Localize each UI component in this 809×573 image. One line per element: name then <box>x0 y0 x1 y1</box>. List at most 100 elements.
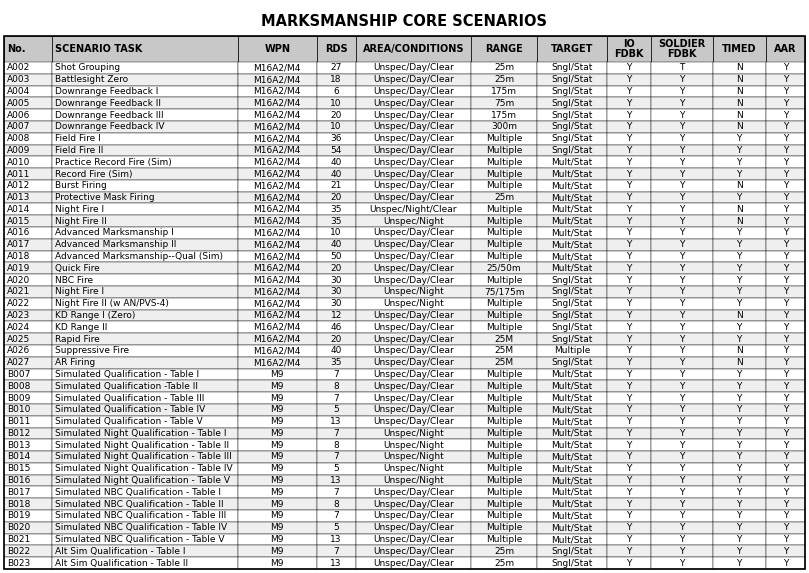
Text: Mult/Stat: Mult/Stat <box>551 488 592 497</box>
Bar <box>713 368 766 380</box>
Text: WPN: WPN <box>265 44 290 54</box>
Text: MARKSMANSHIP CORE SCENARIOS: MARKSMANSHIP CORE SCENARIOS <box>261 14 548 29</box>
Text: Mult/Stat: Mult/Stat <box>551 464 592 473</box>
Bar <box>766 522 805 533</box>
Bar <box>607 121 651 133</box>
Text: A002: A002 <box>7 64 30 72</box>
Bar <box>766 533 805 545</box>
Bar <box>766 463 805 474</box>
Text: Y: Y <box>626 335 632 344</box>
Text: Simulated Night Qualification - Table IV: Simulated Night Qualification - Table IV <box>55 464 232 473</box>
Text: Unspec/Day/Clear: Unspec/Day/Clear <box>373 276 454 285</box>
Text: Y: Y <box>782 146 788 155</box>
Bar <box>356 333 471 345</box>
Text: Y: Y <box>782 288 788 296</box>
Text: Y: Y <box>782 134 788 143</box>
Bar <box>4 250 52 262</box>
Text: M9: M9 <box>270 417 284 426</box>
Bar <box>4 321 52 333</box>
Bar <box>713 144 766 156</box>
Bar <box>4 333 52 345</box>
Text: M9: M9 <box>270 535 284 544</box>
Text: Multiple: Multiple <box>485 535 522 544</box>
Text: Y: Y <box>626 417 632 426</box>
Bar <box>4 309 52 321</box>
Text: Y: Y <box>782 346 788 355</box>
Bar <box>4 156 52 168</box>
Text: Y: Y <box>626 535 632 544</box>
Bar <box>537 392 607 404</box>
Text: Unspec/Day/Clear: Unspec/Day/Clear <box>373 158 454 167</box>
Text: Y: Y <box>680 158 684 167</box>
Bar <box>238 368 316 380</box>
Text: Y: Y <box>782 559 788 568</box>
Text: Sngl/Stat: Sngl/Stat <box>551 547 592 556</box>
Bar <box>356 545 471 557</box>
Bar <box>356 451 471 463</box>
Bar <box>356 416 471 427</box>
Text: A026: A026 <box>7 346 30 355</box>
Bar <box>4 298 52 309</box>
Text: M9: M9 <box>270 370 284 379</box>
Text: Multiple: Multiple <box>485 217 522 226</box>
Text: 25M: 25M <box>494 346 514 355</box>
Text: Y: Y <box>782 111 788 120</box>
Bar <box>537 321 607 333</box>
Bar <box>356 380 471 392</box>
Bar <box>607 203 651 215</box>
Bar <box>316 427 356 439</box>
Text: Y: Y <box>782 99 788 108</box>
Text: IO
FDBK: IO FDBK <box>614 38 644 60</box>
Text: Y: Y <box>736 523 742 532</box>
Bar <box>607 215 651 227</box>
Text: A011: A011 <box>7 170 31 179</box>
Text: M16A2/M4: M16A2/M4 <box>253 323 301 332</box>
Text: Quick Fire: Quick Fire <box>55 264 100 273</box>
Text: B009: B009 <box>7 394 31 403</box>
Text: Y: Y <box>782 382 788 391</box>
Bar <box>238 121 316 133</box>
Bar <box>537 416 607 427</box>
Bar <box>471 404 537 416</box>
Text: Sngl/Stat: Sngl/Stat <box>551 75 592 84</box>
Bar <box>356 522 471 533</box>
Text: Multiple: Multiple <box>485 394 522 403</box>
Bar <box>766 416 805 427</box>
Text: Simulated Qualification - Table I: Simulated Qualification - Table I <box>55 370 199 379</box>
Text: Y: Y <box>626 205 632 214</box>
Text: N: N <box>736 217 743 226</box>
Text: Y: Y <box>680 240 684 249</box>
Text: Y: Y <box>626 299 632 308</box>
Text: 20: 20 <box>331 264 342 273</box>
Bar <box>471 156 537 168</box>
Bar <box>766 545 805 557</box>
Bar <box>356 274 471 286</box>
Text: 35: 35 <box>330 217 342 226</box>
Text: 7: 7 <box>333 394 339 403</box>
Bar <box>238 486 316 499</box>
Text: Multiple: Multiple <box>485 134 522 143</box>
Bar <box>316 557 356 569</box>
Text: B020: B020 <box>7 523 30 532</box>
Text: Y: Y <box>626 64 632 72</box>
Bar <box>52 510 238 522</box>
Bar <box>537 357 607 368</box>
Bar <box>607 180 651 192</box>
Text: Y: Y <box>782 193 788 202</box>
Text: RDS: RDS <box>325 44 348 54</box>
Text: Simulated Night Qualification - Table I: Simulated Night Qualification - Table I <box>55 429 227 438</box>
Text: Multiple: Multiple <box>485 429 522 438</box>
Bar <box>537 368 607 380</box>
Bar <box>238 97 316 109</box>
Bar <box>316 404 356 416</box>
Text: Y: Y <box>626 464 632 473</box>
Text: 27: 27 <box>331 64 342 72</box>
Bar <box>537 298 607 309</box>
Text: 18: 18 <box>330 75 342 84</box>
Bar <box>607 286 651 298</box>
Text: SOLDIER
FDBK: SOLDIER FDBK <box>659 38 705 60</box>
Text: Unspec/Day/Clear: Unspec/Day/Clear <box>373 405 454 414</box>
Bar <box>537 286 607 298</box>
Bar <box>316 345 356 357</box>
Text: Advanced Marksmanship--Qual (Sim): Advanced Marksmanship--Qual (Sim) <box>55 252 222 261</box>
